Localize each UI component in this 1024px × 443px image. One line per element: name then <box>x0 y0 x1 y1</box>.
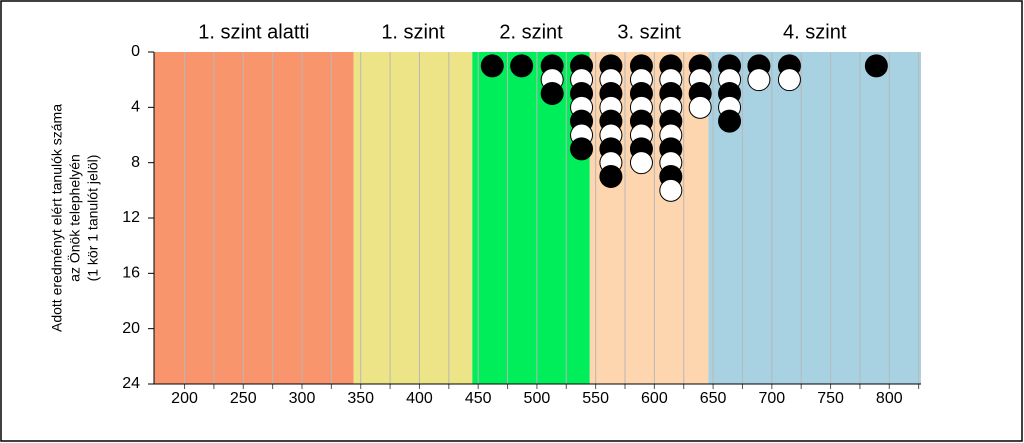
y-tick-label: 20 <box>122 320 140 337</box>
student-dot <box>659 178 683 202</box>
x-tick-label: 500 <box>524 390 551 407</box>
level-band <box>154 52 354 384</box>
y-tick-label: 12 <box>122 209 140 226</box>
y-tick-label: 8 <box>131 154 140 171</box>
x-tick-label: 750 <box>817 390 844 407</box>
student-dot <box>688 95 712 119</box>
student-dot <box>540 82 564 105</box>
level-band <box>708 52 921 384</box>
student-dot <box>629 151 653 175</box>
student-dot <box>777 68 801 92</box>
student-dot <box>570 137 594 161</box>
y-tick-label: 24 <box>122 375 140 392</box>
band-label: 1. szint alatti <box>198 21 309 43</box>
student-dot <box>480 54 504 78</box>
x-tick-label: 650 <box>700 390 727 407</box>
band-label: 4. szint <box>783 21 847 43</box>
student-dot <box>510 54 534 78</box>
x-tick-label: 300 <box>289 390 316 407</box>
x-tick-label: 200 <box>171 390 198 407</box>
x-tick-label: 400 <box>406 390 433 407</box>
x-tick-label: 600 <box>641 390 668 407</box>
student-dot <box>864 54 888 78</box>
x-tick-label: 250 <box>230 390 257 407</box>
y-label: az Önök telephelyén <box>66 154 83 282</box>
x-tick-label: 800 <box>876 390 903 407</box>
x-tick-label: 350 <box>347 390 374 407</box>
x-tick-label: 450 <box>465 390 492 407</box>
band-label: 1. szint <box>381 21 445 43</box>
level-band <box>353 52 473 384</box>
y-tick-label: 0 <box>131 43 140 60</box>
x-tick-label: 700 <box>758 390 785 407</box>
band-label: 3. szint <box>617 21 681 43</box>
y-tick-label: 4 <box>131 99 140 116</box>
student-dot <box>718 109 742 133</box>
y-tick-label: 16 <box>122 265 140 282</box>
band-label: 2. szint <box>499 21 563 43</box>
student-dot <box>599 165 623 188</box>
y-label: (1 kör 1 tanulót jelöl) <box>85 155 101 282</box>
student-dot <box>747 68 771 92</box>
x-tick-label: 550 <box>582 390 609 407</box>
y-label: Adott eredményt elért tanulók száma <box>49 104 65 332</box>
